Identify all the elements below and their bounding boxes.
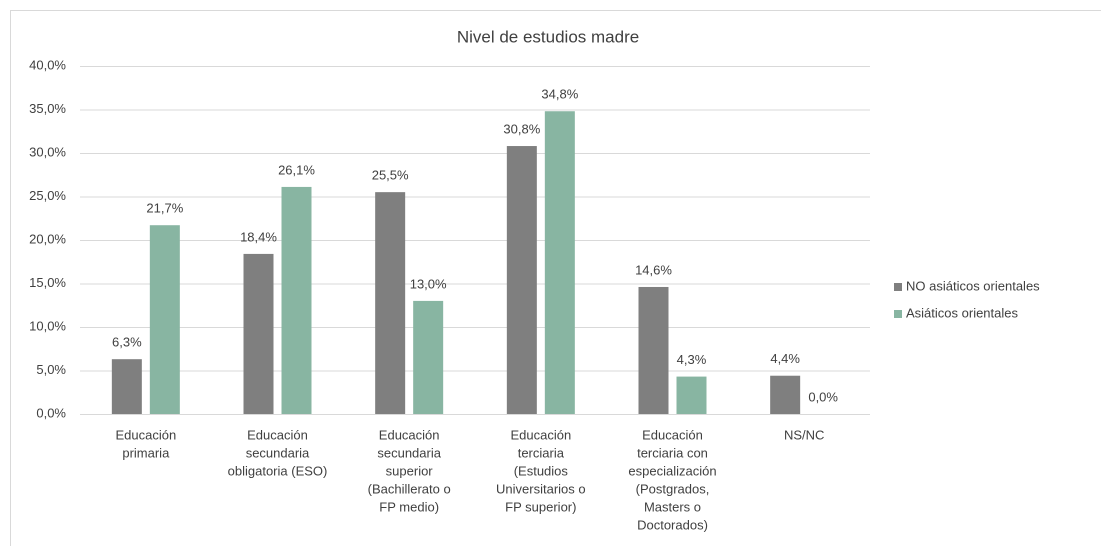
x-tick-label: Doctorados) <box>637 517 708 532</box>
x-tick-label: FP superior) <box>505 499 576 514</box>
data-label: 21,7% <box>146 201 183 216</box>
data-label: 4,3% <box>677 352 707 367</box>
x-tick-label: Educación <box>247 427 308 442</box>
bar <box>676 376 707 414</box>
x-tick-label: secundaria <box>246 445 310 460</box>
data-label: 26,1% <box>278 162 315 177</box>
x-tick-label: (Estudios <box>514 463 569 478</box>
x-tick-label: obligatoria (ESO) <box>228 463 328 478</box>
legend-swatch <box>894 310 902 318</box>
y-tick-label: 10,0% <box>29 318 66 333</box>
x-tick-label: superior <box>386 463 434 478</box>
x-tick-label: primaria <box>122 445 170 460</box>
y-tick-label: 30,0% <box>29 144 66 159</box>
y-tick-label: 0,0% <box>36 405 66 420</box>
data-label: 13,0% <box>410 276 447 291</box>
x-tick-label: Educación <box>642 427 703 442</box>
data-label: 25,5% <box>372 168 409 183</box>
x-tick-label: Educación <box>115 427 176 442</box>
y-tick-label: 5,0% <box>36 362 66 377</box>
data-label: 4,4% <box>770 351 800 366</box>
y-tick-label: 40,0% <box>29 57 66 72</box>
x-tick-label: Educación <box>379 427 440 442</box>
x-tick-label: terciaria <box>518 445 565 460</box>
bar <box>413 300 444 414</box>
bar <box>506 146 537 415</box>
bar <box>638 286 669 414</box>
bar <box>111 359 142 414</box>
bar <box>770 375 801 414</box>
x-tick-label: (Bachillerato o <box>368 481 451 496</box>
bar <box>243 253 274 414</box>
y-tick-label: 15,0% <box>29 275 66 290</box>
x-tick-label: Educación <box>510 427 571 442</box>
x-tick-label: Universitarios o <box>496 481 586 496</box>
legend-label: NO asiáticos orientales <box>906 278 1040 293</box>
x-tick-label: FP medio) <box>379 499 439 514</box>
data-label: 6,3% <box>112 335 142 350</box>
x-tick-label: (Postgrados, <box>636 481 710 496</box>
data-label: 14,6% <box>635 262 672 277</box>
bar <box>149 225 180 414</box>
bar <box>281 186 312 414</box>
x-tick-label: Masters o <box>644 499 701 514</box>
y-tick-label: 20,0% <box>29 231 66 246</box>
data-label: 34,8% <box>541 87 578 102</box>
data-label: 18,4% <box>240 229 277 244</box>
y-tick-label: 35,0% <box>29 101 66 116</box>
bar <box>375 192 406 414</box>
legend-swatch <box>894 283 902 291</box>
x-tick-label: NS/NC <box>784 427 824 442</box>
bar <box>544 111 575 415</box>
chart-title: Nivel de estudios madre <box>457 27 639 46</box>
x-tick-label: especialización <box>628 463 716 478</box>
x-tick-label: secundaria <box>377 445 441 460</box>
data-label: 30,8% <box>503 121 540 136</box>
legend-label: Asiáticos orientales <box>906 305 1018 320</box>
data-label: 0,0% <box>808 389 838 404</box>
x-tick-label: terciaria con <box>637 445 708 460</box>
y-tick-label: 25,0% <box>29 188 66 203</box>
